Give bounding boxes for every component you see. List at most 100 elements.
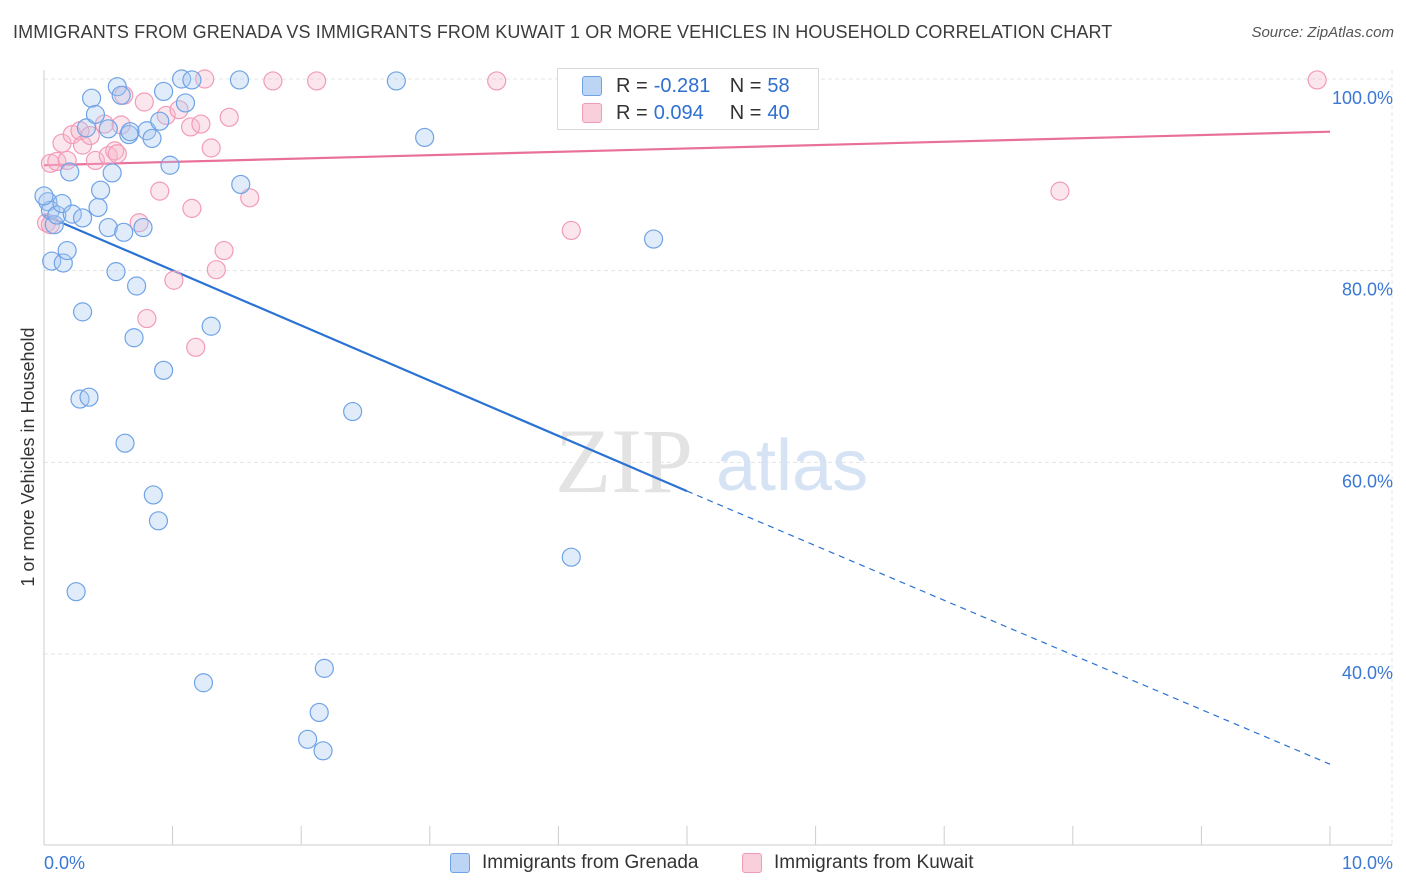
point-grenada xyxy=(150,111,170,131)
watermark-zip: ZIP xyxy=(555,410,693,512)
point-grenada xyxy=(172,69,192,89)
point-grenada xyxy=(309,702,329,723)
legend-r-value-grenada: -0.281 xyxy=(653,74,711,97)
point-kuwait xyxy=(201,138,221,158)
point-grenada xyxy=(120,122,140,142)
point-kuwait xyxy=(186,337,206,357)
point-grenada xyxy=(47,205,67,225)
legend-row-grenada: R = -0.281 N = 58 xyxy=(582,73,790,99)
point-kuwait xyxy=(182,198,202,218)
point-kuwait xyxy=(105,141,125,161)
y-tick-label: 100.0% xyxy=(1332,88,1393,108)
point-grenada xyxy=(386,71,406,91)
point-grenada xyxy=(153,360,174,380)
point-grenada xyxy=(98,119,118,139)
tick-labels: 40.0% 60.0% 80.0% 100.0% 0.0% 10.0% xyxy=(44,88,1393,873)
point-grenada xyxy=(124,328,144,348)
point-kuwait xyxy=(219,107,239,127)
point-grenada xyxy=(57,240,77,261)
point-kuwait xyxy=(150,181,170,201)
trend-lines xyxy=(43,130,1331,765)
point-grenada xyxy=(415,127,435,148)
series-swatch-grenada xyxy=(450,853,470,873)
source-label: Source: ZipAtlas.com xyxy=(1251,24,1394,41)
point-grenada xyxy=(561,547,581,567)
point-kuwait xyxy=(57,150,77,171)
series-legend-kuwait[interactable]: Immigrants from Kuwait xyxy=(742,852,974,874)
point-grenada xyxy=(193,673,214,693)
point-kuwait xyxy=(134,92,154,112)
point-grenada xyxy=(148,511,169,531)
point-kuwait xyxy=(206,260,226,280)
y-tick-label: 80.0% xyxy=(1342,280,1393,300)
point-grenada xyxy=(229,70,250,90)
point-grenada xyxy=(143,485,163,505)
point-grenada xyxy=(90,180,111,200)
point-grenada xyxy=(60,162,80,182)
point-kuwait xyxy=(263,71,283,91)
point-grenada xyxy=(79,387,99,407)
trend-line-kuwait xyxy=(43,130,1331,167)
point-grenada xyxy=(160,155,180,175)
legend-r-value-kuwait: 0.094 xyxy=(653,101,704,124)
trend-line-grenada-extrapolated xyxy=(686,490,1331,765)
point-grenada xyxy=(114,222,134,242)
series-swatch-kuwait xyxy=(742,853,762,873)
point-kuwait xyxy=(107,144,127,164)
point-grenada xyxy=(133,217,153,238)
point-grenada xyxy=(66,582,86,602)
legend-n-value-grenada: 58 xyxy=(767,74,790,97)
point-grenada xyxy=(115,433,135,453)
point-kuwait xyxy=(137,308,157,329)
point-kuwait xyxy=(561,220,581,241)
point-grenada xyxy=(643,229,664,249)
point-grenada xyxy=(34,186,54,206)
x-tick-label: 10.0% xyxy=(1342,853,1393,873)
legend-swatch-grenada xyxy=(582,76,602,96)
gridlines xyxy=(44,70,1393,845)
series-legend-grenada[interactable]: Immigrants from Grenada xyxy=(450,852,698,874)
x-tick-label: 0.0% xyxy=(44,853,85,873)
chart-title: IMMIGRANTS FROM GRENADA VS IMMIGRANTS FR… xyxy=(13,22,1113,42)
axes xyxy=(43,70,1392,846)
point-grenada xyxy=(85,104,106,125)
point-kuwait xyxy=(85,150,106,171)
legend-swatch-kuwait xyxy=(582,103,602,123)
legend-n-value-kuwait: 40 xyxy=(767,101,790,124)
point-grenada xyxy=(81,88,102,108)
point-kuwait xyxy=(1050,181,1070,201)
data-points xyxy=(34,69,1327,761)
point-grenada xyxy=(62,204,82,224)
y-tick-label: 40.0% xyxy=(1342,663,1393,683)
legend-row-kuwait: R = 0.094 N = 40 xyxy=(582,100,790,126)
correlation-legend: R = -0.281 N = 58 R = 0.094 N = 40 xyxy=(557,68,819,130)
point-grenada xyxy=(88,197,108,218)
legend-n-label: N = xyxy=(729,101,762,124)
point-grenada xyxy=(153,81,174,102)
point-grenada xyxy=(53,253,73,273)
y-tick-label: 60.0% xyxy=(1342,471,1393,491)
point-grenada xyxy=(98,217,118,238)
point-kuwait xyxy=(307,71,327,91)
point-kuwait xyxy=(487,71,507,91)
point-grenada xyxy=(313,741,333,761)
point-grenada xyxy=(111,85,131,105)
point-grenada xyxy=(52,193,72,214)
point-grenada xyxy=(175,93,196,113)
point-grenada xyxy=(231,174,251,195)
point-grenada xyxy=(314,658,334,678)
point-grenada xyxy=(102,163,122,183)
watermark: ZIP atlas xyxy=(555,410,868,512)
point-grenada xyxy=(182,70,202,90)
point-grenada xyxy=(142,128,162,149)
point-grenada xyxy=(72,302,93,322)
point-kuwait xyxy=(240,188,260,208)
point-grenada xyxy=(126,276,147,296)
watermark-atlas: atlas xyxy=(716,426,868,506)
point-grenada xyxy=(76,118,97,138)
point-grenada xyxy=(106,262,126,282)
y-axis-label: 1 or more Vehicles in Household xyxy=(18,327,38,586)
legend-n-label: N = xyxy=(729,74,762,97)
series-label-kuwait: Immigrants from Kuwait xyxy=(774,852,974,873)
